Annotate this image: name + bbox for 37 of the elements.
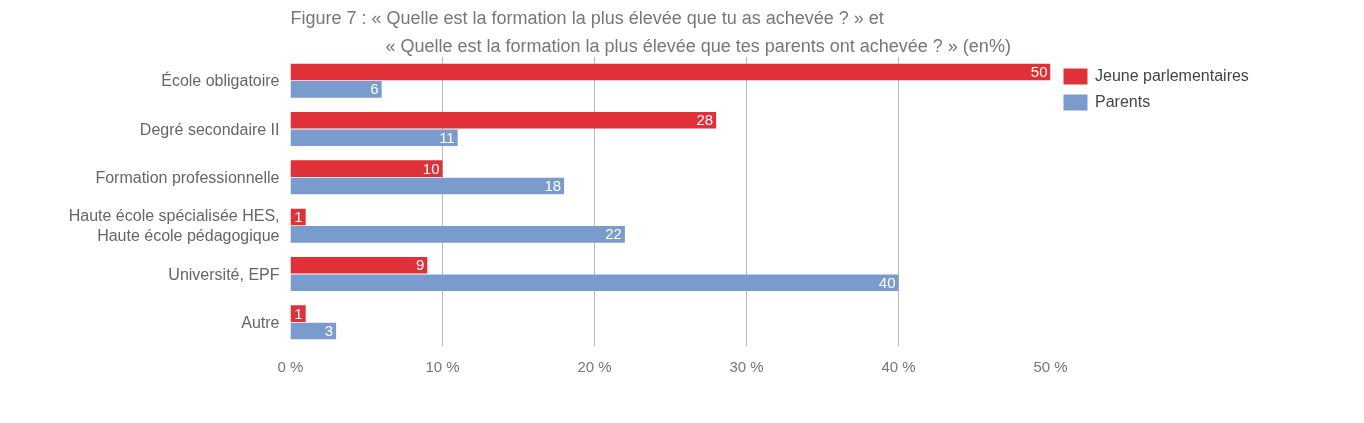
y-tick-label: École obligatoire — [161, 71, 280, 90]
bar — [290, 129, 458, 146]
y-tick-label: Université, EPF — [168, 265, 280, 283]
x-tick-label: 40 % — [881, 357, 916, 375]
data-label: 1 — [294, 304, 303, 322]
data-label: 3 — [324, 322, 334, 340]
data-label: 9 — [415, 256, 425, 274]
data-label: 40 — [878, 273, 896, 291]
bar — [290, 226, 625, 243]
data-label: 6 — [370, 80, 379, 98]
x-tick-label: 0 % — [277, 357, 304, 375]
data-label: 10 — [422, 159, 440, 177]
data-label: 22 — [605, 225, 622, 243]
data-label: 1 — [294, 207, 303, 225]
legend-label: Jeune parlementaires — [1095, 67, 1249, 85]
data-label: 18 — [544, 177, 562, 195]
data-label: 50 — [1030, 62, 1048, 80]
y-tick-label: Autre — [241, 313, 280, 331]
chart-title: Figure 7 : « Quelle est la formation la plus élevée que tu as achevée ? » et — [290, 7, 884, 28]
data-label: 11 — [439, 128, 455, 146]
y-tick-label: Haute école spécialisée HES, Haute école pédagogique — [68, 206, 280, 245]
x-tick-label: 20 % — [577, 357, 612, 375]
bar — [290, 81, 382, 98]
bar — [290, 160, 443, 177]
bar — [290, 274, 899, 291]
chart-subtitle: « Quelle est la formation la plus élevée que tes parents ont achevée ? » (en%) — [385, 35, 1011, 56]
y-tick-label: Formation professionnelle — [95, 168, 280, 186]
y-tick-label: Degré secondaire II — [139, 120, 280, 138]
bar — [290, 257, 428, 274]
bar — [290, 63, 1051, 81]
bar — [290, 112, 717, 129]
x-tick-label: 10 % — [425, 357, 460, 375]
legend-label: Parents — [1095, 93, 1151, 111]
data-label: 28 — [696, 111, 714, 129]
x-tick-label: 30 % — [729, 357, 764, 375]
bar — [290, 177, 565, 195]
x-tick-label: 50 % — [1033, 357, 1068, 375]
